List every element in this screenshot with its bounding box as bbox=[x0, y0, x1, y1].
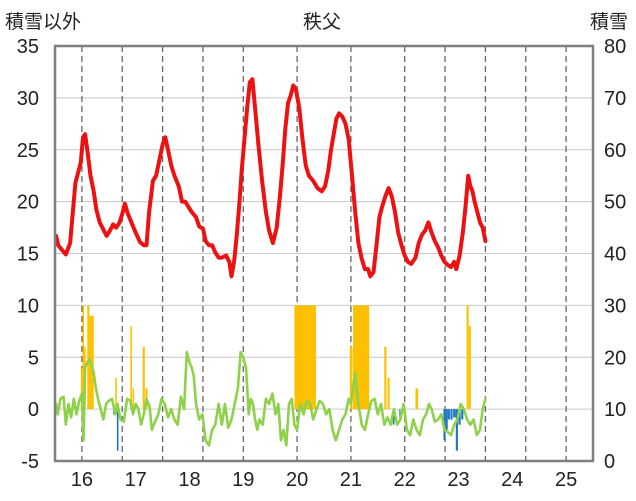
chart-title: 秩父 bbox=[303, 11, 341, 33]
x-ticks: 16 17 18 19 20 21 22 23 24 25 bbox=[71, 469, 577, 491]
bar bbox=[132, 388, 135, 410]
bar bbox=[458, 409, 461, 425]
right-y-ticks: 0 10 20 30 40 50 60 70 80 bbox=[604, 36, 626, 473]
bar bbox=[453, 409, 456, 418]
bar bbox=[450, 409, 453, 420]
left-y-tick-label: 30 bbox=[17, 88, 39, 110]
right-y-tick-label: 40 bbox=[604, 244, 626, 266]
x-tick-label: 24 bbox=[501, 469, 523, 491]
x-tick-label: 21 bbox=[340, 469, 362, 491]
bar bbox=[353, 305, 370, 410]
left-y-tick-label: 5 bbox=[28, 347, 39, 369]
bar bbox=[387, 378, 390, 410]
right-axis-label: 積雪 bbox=[590, 11, 628, 33]
left-y-tick-label: -5 bbox=[21, 451, 39, 473]
bar bbox=[82, 305, 85, 410]
right-y-tick-label: 50 bbox=[604, 192, 626, 214]
bar bbox=[461, 409, 464, 420]
x-tick-label: 23 bbox=[447, 469, 469, 491]
bar bbox=[87, 305, 90, 410]
right-y-tick-label: 30 bbox=[604, 295, 626, 317]
bar bbox=[447, 409, 450, 420]
gridlines bbox=[55, 46, 593, 461]
green-line bbox=[54, 350, 487, 447]
bar bbox=[80, 367, 83, 410]
left-y-tick-label: 25 bbox=[17, 140, 39, 162]
left-y-tick-label: 35 bbox=[17, 36, 39, 58]
line-series bbox=[54, 77, 488, 447]
left-y-ticks: -5 0 5 10 15 20 25 30 35 bbox=[17, 36, 39, 473]
bar bbox=[349, 346, 353, 410]
bar bbox=[392, 409, 395, 425]
x-tick-label: 18 bbox=[178, 469, 200, 491]
x-tick-label: 19 bbox=[232, 469, 254, 491]
left-y-tick-label: 15 bbox=[17, 244, 39, 266]
bar bbox=[468, 326, 471, 410]
bar bbox=[130, 326, 132, 410]
right-y-tick-label: 70 bbox=[604, 88, 626, 110]
bar bbox=[399, 409, 401, 420]
bar bbox=[466, 305, 469, 410]
x-tick-label: 17 bbox=[125, 469, 147, 491]
bar bbox=[445, 409, 448, 430]
right-y-tick-label: 10 bbox=[604, 399, 626, 421]
bar bbox=[115, 378, 117, 410]
bar bbox=[297, 326, 314, 410]
red-line bbox=[54, 77, 488, 279]
left-y-tick-label: 20 bbox=[17, 192, 39, 214]
bar bbox=[455, 409, 458, 451]
right-y-tick-label: 20 bbox=[604, 347, 626, 369]
x-tick-label: 20 bbox=[286, 469, 308, 491]
x-tick-label: 22 bbox=[394, 469, 416, 491]
bar bbox=[384, 346, 387, 410]
right-y-tick-label: 0 bbox=[604, 451, 615, 473]
left-y-tick-label: 0 bbox=[28, 399, 39, 421]
bar bbox=[116, 409, 119, 451]
plot-frame bbox=[53, 44, 595, 463]
x-tick-label: 16 bbox=[71, 469, 93, 491]
right-y-tick-label: 60 bbox=[604, 140, 626, 162]
bar bbox=[415, 388, 419, 410]
bar bbox=[142, 346, 145, 410]
right-y-tick-label: 80 bbox=[604, 36, 626, 58]
x-tick-label: 25 bbox=[555, 469, 577, 491]
left-y-tick-label: 10 bbox=[17, 295, 39, 317]
left-axis-label: 積雪以外 bbox=[5, 11, 81, 33]
